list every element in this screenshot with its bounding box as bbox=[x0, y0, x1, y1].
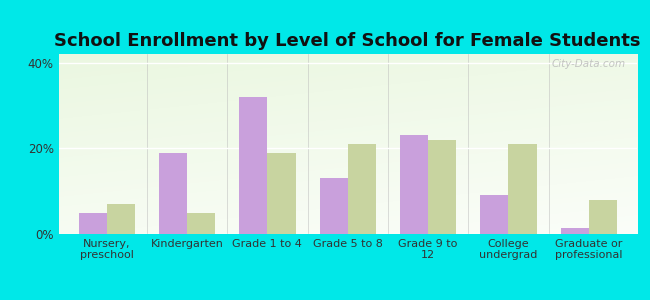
Bar bbox=[320, 178, 348, 234]
Bar bbox=[428, 140, 456, 234]
Bar bbox=[589, 200, 617, 234]
Title: School Enrollment by Level of School for Female Students: School Enrollment by Level of School for… bbox=[55, 32, 641, 50]
Bar bbox=[348, 144, 376, 234]
Bar bbox=[187, 213, 215, 234]
Bar bbox=[400, 135, 428, 234]
Bar bbox=[107, 204, 135, 234]
Bar bbox=[561, 228, 589, 234]
Bar bbox=[508, 144, 536, 234]
Bar bbox=[79, 213, 107, 234]
Bar bbox=[267, 153, 296, 234]
Bar bbox=[239, 97, 267, 234]
Text: City-Data.com: City-Data.com bbox=[551, 59, 625, 69]
Bar bbox=[480, 195, 508, 234]
Bar bbox=[159, 153, 187, 234]
